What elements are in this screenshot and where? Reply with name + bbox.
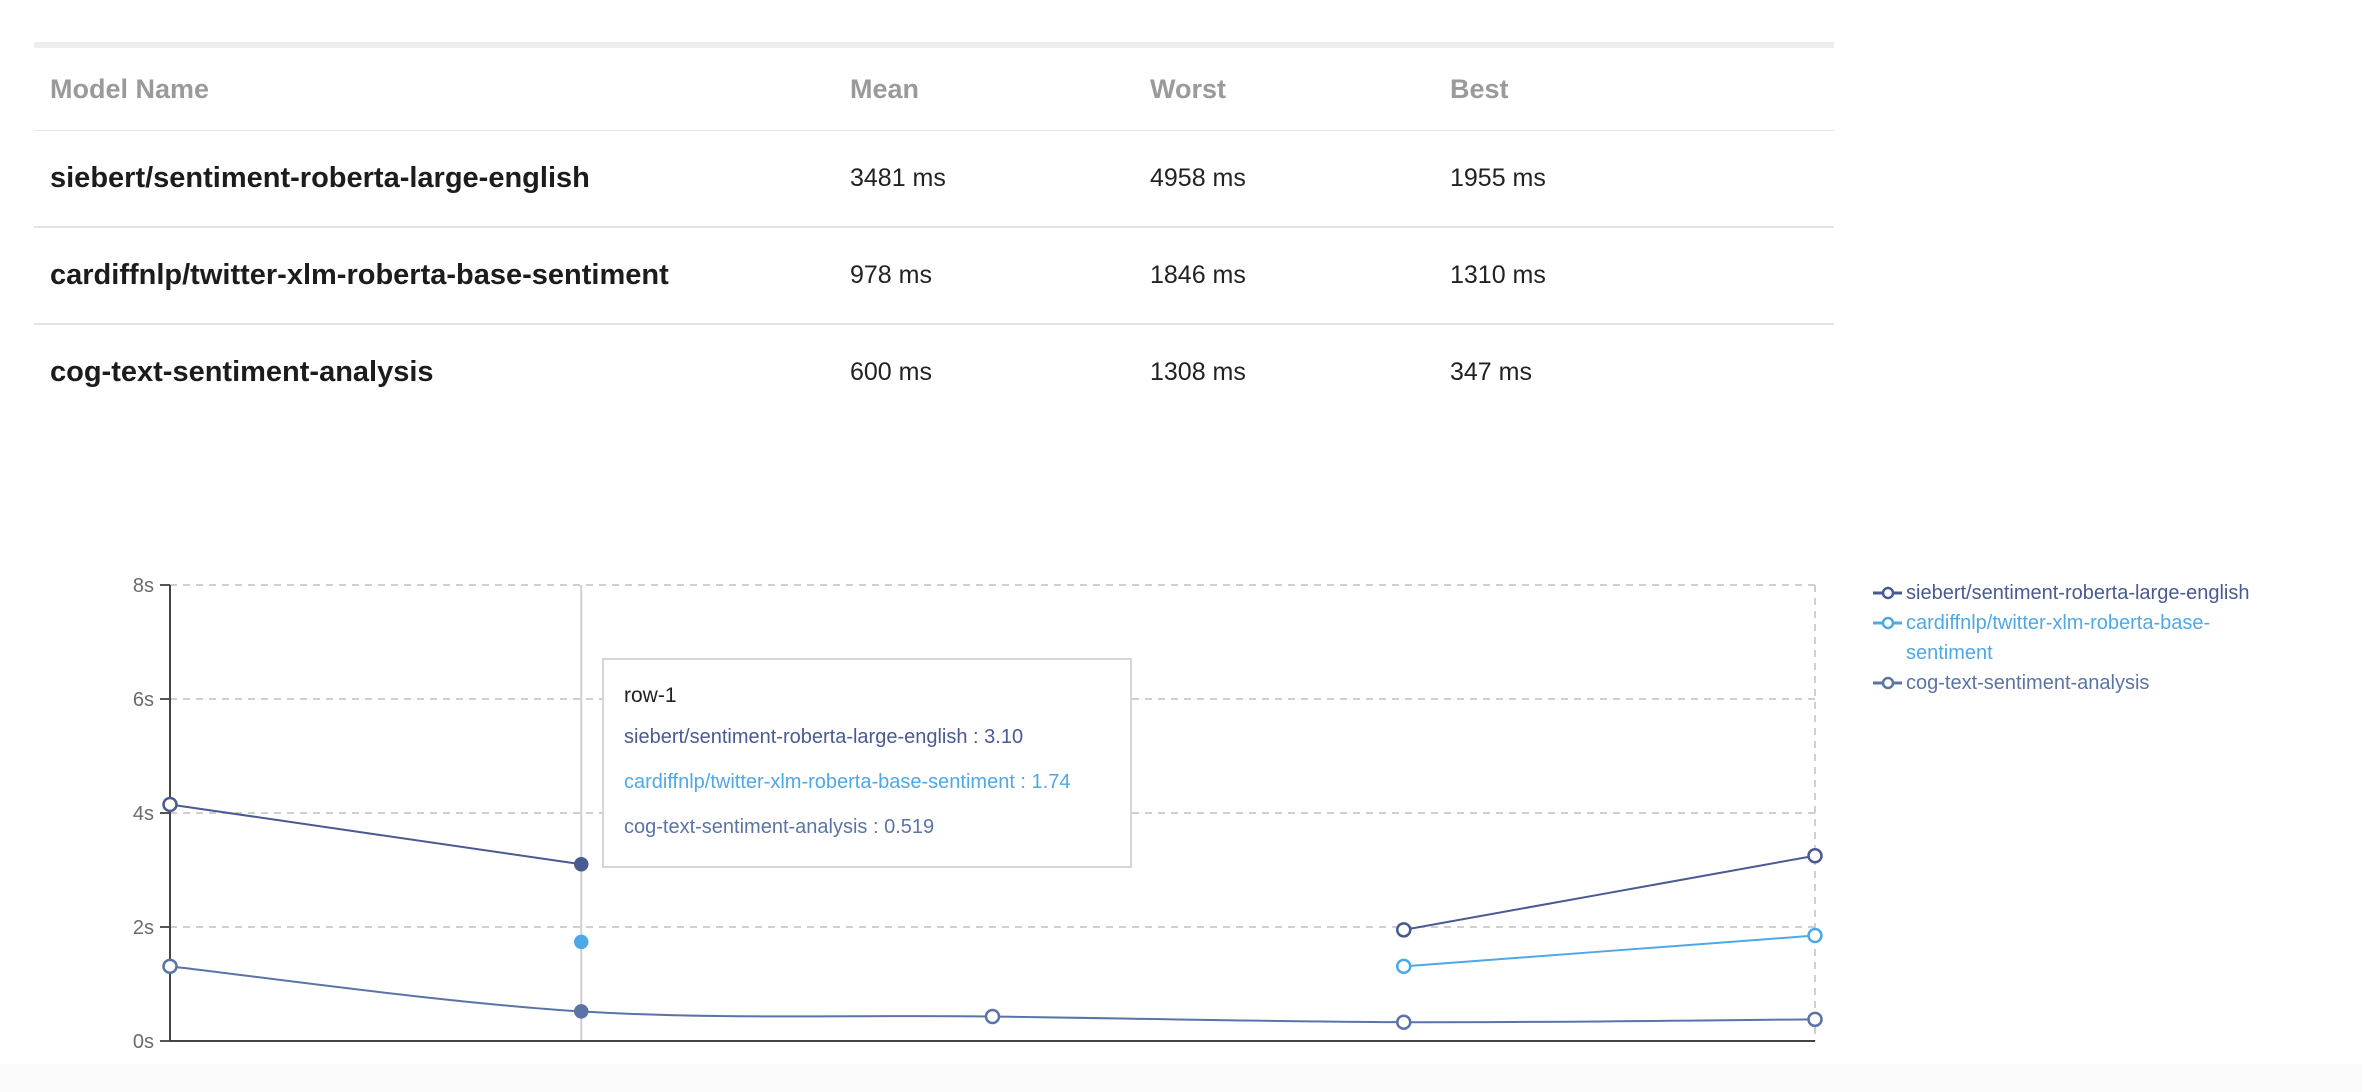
- series-line: [1403, 934, 1816, 968]
- worst-cell: 4958 ms: [1134, 130, 1434, 228]
- best-cell: 1310 ms: [1434, 227, 1834, 325]
- legend-circle: [1881, 676, 1895, 690]
- legend-label: siebert/sentiment-roberta-large-english: [1906, 582, 2250, 604]
- data-point: [1396, 1014, 1412, 1030]
- legend-item[interactable]: siebert/sentiment-roberta-large-english: [1872, 578, 2272, 608]
- data-point: [574, 857, 589, 872]
- legend-item[interactable]: cardiffnlp/twitter-xlm-roberta-base-sent…: [1872, 608, 2272, 668]
- legend-label: cardiffnlp/twitter-xlm-roberta-base-sent…: [1906, 612, 2211, 664]
- legend-line-marker-icon: [1873, 676, 1902, 690]
- y-tick-label: 0s: [133, 1031, 154, 1053]
- data-point: [574, 1004, 589, 1019]
- y-tick-label: 8s: [133, 575, 154, 597]
- data-point: [162, 958, 178, 975]
- series-line: [1403, 854, 1816, 931]
- tooltip-row: cardiffnlp/twitter-xlm-roberta-base-sent…: [624, 771, 1071, 793]
- model-name-cell: cardiffnlp/twitter-xlm-roberta-base-sent…: [34, 227, 834, 325]
- table-row: cog-text-sentiment-analysis 600 ms 1308 …: [34, 324, 1834, 420]
- mean-cell: 978 ms: [834, 227, 1134, 325]
- worst-cell: 1308 ms: [1150, 358, 1246, 386]
- best-cell: 1955 ms: [1434, 130, 1834, 228]
- mean-cell: 600 ms: [850, 358, 932, 386]
- series-line: [169, 803, 582, 866]
- data-point: [1807, 927, 1823, 944]
- tooltip-row: cog-text-sentiment-analysis : 0.519: [624, 816, 935, 838]
- data-point: [162, 796, 178, 813]
- results-table-container: Model Name Mean Worst Best siebert/senti…: [34, 42, 1834, 420]
- chart-legend: siebert/sentiment-roberta-large-english …: [1872, 578, 2272, 698]
- best-cell: 347 ms: [1450, 358, 1532, 386]
- y-tick-label: 6s: [133, 689, 154, 711]
- tooltip-title: row-1: [624, 684, 677, 707]
- model-name-cell: cog-text-sentiment-analysis: [50, 356, 434, 388]
- data-point: [1396, 958, 1412, 975]
- legend-circle: [1881, 616, 1895, 630]
- table-row: siebert/sentiment-roberta-large-english …: [34, 130, 1834, 228]
- tooltip-row: siebert/sentiment-roberta-large-english …: [624, 726, 1024, 748]
- data-point: [1807, 1011, 1823, 1028]
- worst-cell: 1846 ms: [1134, 227, 1434, 325]
- results-table: Model Name Mean Worst Best siebert/senti…: [34, 48, 1834, 420]
- page-bottom-strip: [0, 1064, 2362, 1092]
- header-best: Best: [1434, 48, 1834, 131]
- y-tick-label: 2s: [133, 917, 154, 939]
- header-worst: Worst: [1134, 48, 1434, 131]
- table-row: cardiffnlp/twitter-xlm-roberta-base-sent…: [34, 227, 1834, 325]
- legend-circle: [1881, 586, 1895, 600]
- header-mean: Mean: [834, 48, 1134, 131]
- legend-label: cog-text-sentiment-analysis: [1906, 672, 2150, 694]
- model-name-cell: siebert/sentiment-roberta-large-english: [34, 130, 834, 228]
- legend-line-marker-icon: [1873, 616, 1902, 630]
- data-point: [1396, 922, 1412, 938]
- legend-item[interactable]: cog-text-sentiment-analysis: [1872, 668, 2272, 698]
- header-model-name: Model Name: [34, 48, 834, 131]
- y-tick-label: 4s: [133, 803, 154, 825]
- chart-tooltip: row-1 siebert/sentiment-roberta-large-en…: [602, 658, 1132, 868]
- legend-line-marker-icon: [1873, 586, 1902, 600]
- table-header-row: Model Name Mean Worst Best: [34, 48, 1834, 131]
- mean-cell: 3481 ms: [834, 130, 1134, 228]
- data-point: [984, 1008, 1001, 1025]
- chart-points[interactable]: [162, 796, 1823, 1030]
- data-point: [1807, 848, 1823, 864]
- data-point: [574, 934, 589, 950]
